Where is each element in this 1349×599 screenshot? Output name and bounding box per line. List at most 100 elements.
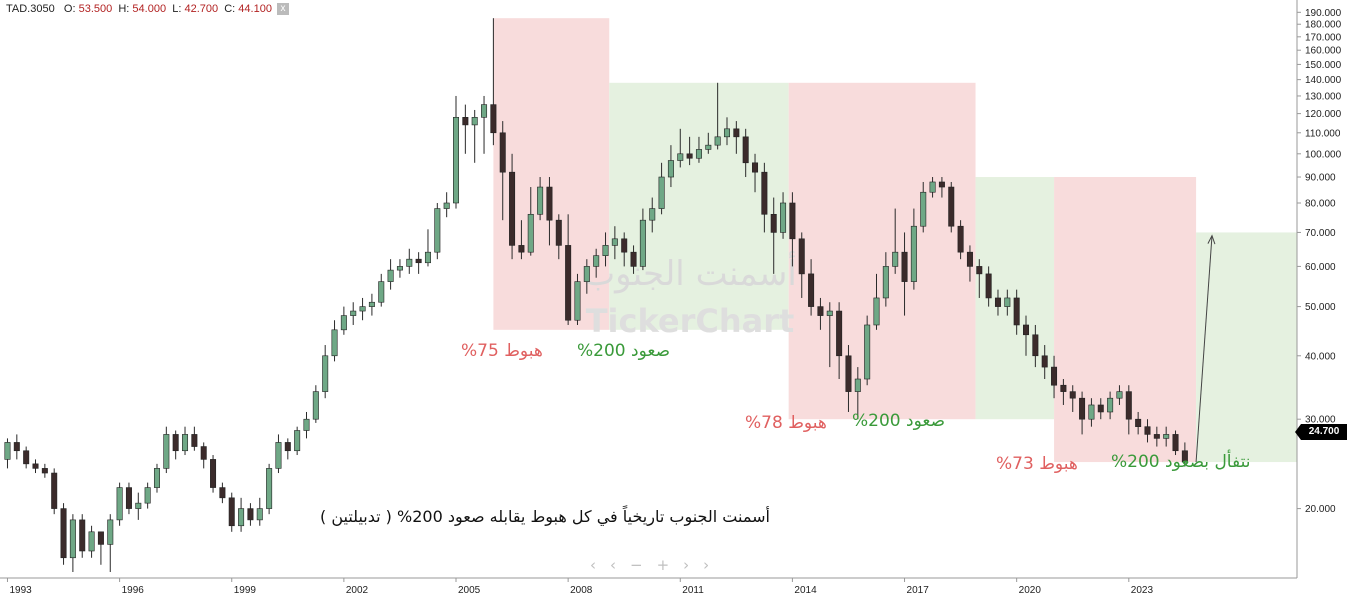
candle-body <box>658 176 665 209</box>
watermark-latin: TickerChart <box>586 302 795 340</box>
close-icon[interactable]: x <box>277 3 290 16</box>
candle-body <box>23 450 30 465</box>
candle-body <box>303 418 310 431</box>
candle-body <box>256 508 263 521</box>
y-tick-label: 70.000 <box>1305 228 1336 239</box>
candle-body <box>527 213 534 253</box>
candle-body <box>88 531 95 552</box>
candle-body <box>920 191 927 227</box>
candle-body <box>312 391 319 420</box>
candle-body <box>32 463 39 469</box>
annotation-forecast: نتفأل بصعود 200% <box>1111 452 1251 472</box>
minus-icon[interactable]: − <box>630 556 657 574</box>
y-tick-label: 100.000 <box>1305 149 1342 160</box>
candle-body <box>471 117 478 126</box>
candle-body <box>415 258 422 264</box>
candle-body <box>125 487 132 509</box>
candle-body <box>238 508 245 527</box>
candle-body <box>144 487 151 504</box>
y-tick-label: 80.000 <box>1305 198 1336 209</box>
chart-navigation: ‹‹−+›› <box>590 556 723 574</box>
annotation-rise2: صعود 200% <box>852 411 946 431</box>
y-tick-label: 130.000 <box>1305 91 1342 102</box>
x-axis[interactable]: 1993 1996 1999 2002 2005 2008 2011 2014 2017 2020… <box>0 577 1297 596</box>
arrow-head <box>1207 234 1216 245</box>
candle-body <box>51 472 58 509</box>
candle-body <box>359 306 366 312</box>
rise-zone-6 <box>1196 232 1297 463</box>
candle-body <box>686 153 693 159</box>
candle-body <box>69 519 76 559</box>
candle-body <box>396 266 403 271</box>
x-tick-label: 1999 <box>234 585 257 596</box>
candle-body <box>275 442 282 469</box>
candle-body <box>742 136 749 164</box>
candles-layer <box>4 18 1188 572</box>
drop-zone-3 <box>788 82 976 420</box>
candle-body <box>1051 366 1058 386</box>
candle-body <box>864 324 871 380</box>
y-tick-label: 190.000 <box>1305 8 1342 19</box>
candle-body <box>752 162 759 173</box>
x-tick-label: 1996 <box>122 585 145 596</box>
chevron-right-icon[interactable]: › <box>683 556 704 574</box>
close-value: 44.100 <box>238 3 272 15</box>
annotation-rise1: صعود 200% <box>577 341 671 361</box>
candle-body <box>518 245 525 253</box>
candle-body <box>1004 297 1011 307</box>
candle-body <box>761 171 768 215</box>
candle-body <box>630 251 637 267</box>
chevron-left-icon[interactable]: ‹ <box>610 556 630 574</box>
x-tick-label: 2023 <box>1131 585 1154 596</box>
chevron-right-icon[interactable]: › <box>703 556 724 574</box>
candle-body <box>228 497 235 527</box>
annotation-drop1: هبوط 75% <box>461 341 543 361</box>
candle-body <box>994 297 1001 307</box>
y-tick-label: 40.000 <box>1305 351 1336 362</box>
candle-body <box>153 468 160 488</box>
x-tick-label: 2011 <box>682 585 704 596</box>
candle-body <box>789 202 796 240</box>
low-label: L: <box>172 3 182 15</box>
candle-body <box>714 136 721 146</box>
plus-icon[interactable]: + <box>656 556 684 574</box>
candle-body <box>817 306 824 316</box>
candle-body <box>247 508 254 521</box>
candle-body <box>798 238 805 275</box>
candle-body <box>910 225 917 282</box>
candle-body <box>593 255 600 267</box>
open-value: 53.500 <box>78 3 113 15</box>
candle-body <box>966 251 973 267</box>
candle-body <box>368 301 375 307</box>
candle-body <box>948 186 955 227</box>
candle-body <box>97 531 104 545</box>
x-tick-label: 1993 <box>9 585 32 596</box>
y-tick-label: 110.000 <box>1305 128 1341 139</box>
candle-body <box>649 208 656 221</box>
candle-body <box>1135 418 1142 427</box>
arrow-line <box>1195 235 1213 463</box>
y-tick-label: 20.000 <box>1305 504 1336 515</box>
symbol-label: TAD.3050 <box>6 3 55 15</box>
candle-body <box>443 202 450 209</box>
candle-body <box>182 434 189 452</box>
candle-body <box>770 213 777 233</box>
chevron-left-icon[interactable]: ‹ <box>590 556 610 574</box>
candle-body <box>1032 334 1039 357</box>
candle-body <box>135 502 142 509</box>
candle-body <box>1181 450 1188 463</box>
y-tick-label: 50.000 <box>1305 302 1336 313</box>
candle-body <box>387 269 394 282</box>
chart-note: أسمنت الجنوب تاريخياً في كل هبوط يقابله … <box>320 507 770 526</box>
candle-body <box>60 508 67 559</box>
candle-body <box>938 181 945 188</box>
close-label: C: <box>224 3 236 15</box>
drop-zone-5 <box>1054 177 1197 463</box>
candle-body <box>1125 391 1132 420</box>
candle-body <box>882 266 889 299</box>
y-tick-label: 170.000 <box>1305 32 1342 43</box>
candle-body <box>1069 391 1076 399</box>
candle-body <box>284 442 291 452</box>
candle-body <box>565 245 572 321</box>
